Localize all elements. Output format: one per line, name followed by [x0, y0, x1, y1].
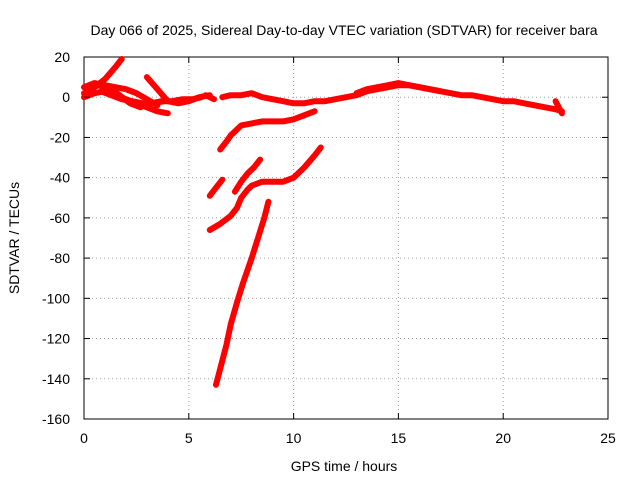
series-arc-7 [148, 94, 205, 107]
grid-layer [84, 57, 608, 419]
series-arc-10 [353, 80, 444, 97]
x-tick-label: 0 [80, 430, 88, 446]
x-tick-label: 5 [185, 430, 193, 446]
y-tick-label: -60 [50, 210, 70, 226]
y-tick-label: 20 [54, 49, 70, 65]
series-layer [81, 56, 565, 388]
x-tick-label: 20 [495, 430, 511, 446]
series-arc-9 [219, 82, 565, 115]
y-tick-label: -100 [42, 290, 70, 306]
y-tick-label: -80 [50, 250, 70, 266]
series-arc-16 [213, 198, 272, 388]
series-arc-15 [206, 144, 324, 233]
series-arc-14 [231, 156, 264, 195]
y-axis-label: SDTVAR / TECUs [6, 182, 22, 294]
x-tick-label: 25 [600, 430, 616, 446]
tick-layer: 0 5 10 15 20 25 20 0 -20 -40 -60 -80 -100 -120 -140 -16… [42, 49, 616, 446]
y-tick-label: -20 [50, 129, 70, 145]
y-tick-label: -120 [42, 331, 70, 347]
plot-frame [83, 56, 609, 420]
y-tick-label: -140 [42, 371, 70, 387]
series-arc-12 [217, 108, 318, 153]
x-axis-label: GPS time / hours [291, 458, 398, 474]
y-tick-label: -40 [50, 170, 70, 186]
chart-title: Day 066 of 2025, Sidereal Day-to-day VTE… [90, 22, 597, 38]
series-arc-8 [202, 92, 217, 103]
y-tick-label: -160 [42, 411, 70, 427]
x-tick-label: 10 [286, 430, 302, 446]
series-arc-13 [206, 176, 226, 199]
series-arc-11 [552, 98, 565, 117]
y-tick-label: 0 [62, 89, 70, 105]
x-tick-label: 15 [391, 430, 407, 446]
